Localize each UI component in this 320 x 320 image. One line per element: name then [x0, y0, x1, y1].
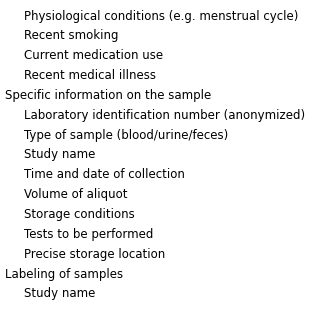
Text: Time and date of collection: Time and date of collection	[24, 168, 185, 181]
Text: Physiological conditions (e.g. menstrual cycle): Physiological conditions (e.g. menstrual…	[24, 10, 298, 23]
Text: Specific information on the sample: Specific information on the sample	[5, 89, 212, 102]
Text: Recent smoking: Recent smoking	[24, 29, 118, 43]
Text: Storage conditions: Storage conditions	[24, 208, 134, 221]
Text: Recent medical illness: Recent medical illness	[24, 69, 156, 82]
Text: Current medication use: Current medication use	[24, 49, 163, 62]
Text: Study name: Study name	[24, 287, 95, 300]
Text: Volume of aliquot: Volume of aliquot	[24, 188, 127, 201]
Text: Labeling of samples: Labeling of samples	[5, 268, 124, 281]
Text: Laboratory identification number (anonymized): Laboratory identification number (anonym…	[24, 109, 305, 122]
Text: Tests to be performed: Tests to be performed	[24, 228, 153, 241]
Text: Study name: Study name	[24, 148, 95, 162]
Text: Type of sample (blood/urine/feces): Type of sample (blood/urine/feces)	[24, 129, 228, 142]
Text: Precise storage location: Precise storage location	[24, 248, 165, 261]
